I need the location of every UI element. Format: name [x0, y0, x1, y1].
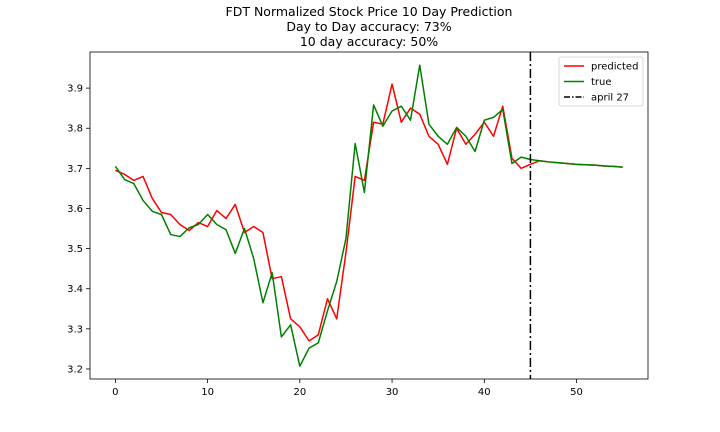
y-tick-label-3.9: 3.9: [67, 84, 83, 95]
legend: predicted true april 27: [558, 56, 644, 107]
x-tick-label-20: 20: [293, 387, 306, 398]
chart-title: FDT Normalized Stock Price 10 Day Predic…: [226, 4, 513, 49]
title-line-1: FDT Normalized Stock Price 10 Day Predic…: [226, 4, 513, 19]
series-line-true: [114, 64, 623, 367]
x-tick-label-50: 50: [570, 387, 583, 398]
legend-box: [558, 56, 644, 107]
y-tick-label-3.7: 3.7: [67, 164, 83, 175]
y-axis: 3.2 3.3 3.4 3.5 3.6 3.7 3.8 3.9: [67, 84, 90, 375]
series-line-predicted: [115, 83, 623, 342]
plot-frame: [89, 51, 649, 380]
x-tick-label-0: 0: [112, 387, 118, 398]
x-tick-label-30: 30: [386, 387, 399, 398]
x-tick-label-40: 40: [478, 387, 491, 398]
y-tick-label-3.4: 3.4: [67, 284, 83, 295]
legend-label-april-27: april 27: [591, 93, 629, 104]
y-tick-label-3.3: 3.3: [67, 324, 83, 335]
plot-area: [89, 51, 649, 380]
y-tick-label-3.5: 3.5: [67, 244, 83, 255]
y-tick-label-3.6: 3.6: [67, 204, 83, 215]
y-tick-label-3.2: 3.2: [67, 364, 83, 375]
x-tick-label-10: 10: [201, 387, 214, 398]
title-line-3: 10 day accuracy: 50%: [300, 34, 438, 49]
legend-label-predicted: predicted: [591, 62, 638, 73]
x-axis: 0 10 20 30 40 50: [112, 379, 583, 398]
legend-label-true: true: [591, 77, 612, 88]
title-line-2: Day to Day accuracy: 73%: [286, 19, 451, 34]
y-tick-label-3.8: 3.8: [67, 124, 83, 135]
